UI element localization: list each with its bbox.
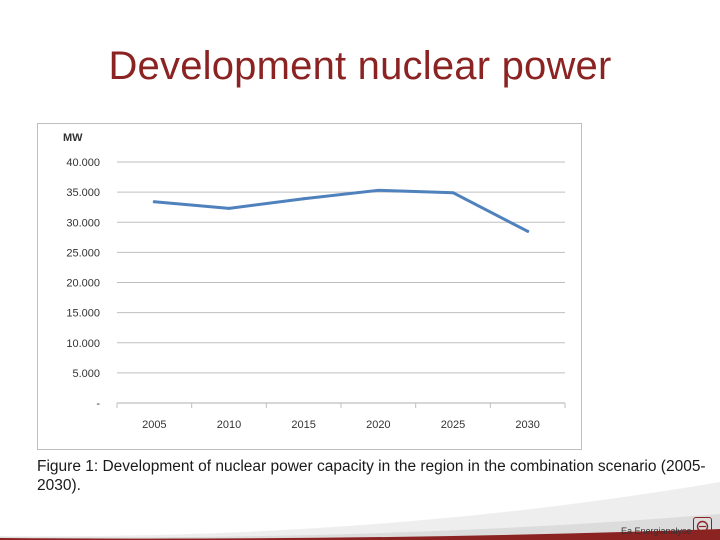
gridlines xyxy=(116,161,566,408)
footer-swoosh xyxy=(0,482,720,540)
x-tick-labels: 2005 2010 2015 2020 2025 2030 xyxy=(142,419,540,431)
x-tick-label: 2020 xyxy=(366,419,390,431)
y-tick-label: - xyxy=(96,398,100,410)
y-tick-label: 10.000 xyxy=(66,338,100,350)
data-point xyxy=(376,188,380,192)
data-point xyxy=(152,200,156,204)
x-tick-label: 2015 xyxy=(291,419,315,431)
footer-brand-text: Ea Energianalyse xyxy=(621,526,692,536)
x-tick-label: 2005 xyxy=(142,419,166,431)
y-tick-label: 25.000 xyxy=(66,247,100,259)
x-tick-label: 2030 xyxy=(515,419,539,431)
y-tick-labels: - 5.000 10.000 15.000 20.000 25.000 30.000 35.0… xyxy=(66,157,100,410)
slide-title: Development nuclear power xyxy=(108,44,612,88)
y-axis-unit-label: MW xyxy=(63,132,83,144)
y-tick-label: 30.000 xyxy=(66,217,100,229)
chart-area: MW - 5.000 10.000 15.000 20.000 25.000 30.000 3… xyxy=(37,123,582,450)
brand-logo-icon xyxy=(693,517,712,536)
figure-caption: Figure 1: Development of nuclear power c… xyxy=(37,458,706,494)
series-line xyxy=(152,188,530,233)
data-point xyxy=(526,229,530,233)
data-point xyxy=(451,191,455,195)
y-tick-label: 40.000 xyxy=(66,157,100,169)
y-tick-label: 35.000 xyxy=(66,187,100,199)
y-tick-label: 15.000 xyxy=(66,308,100,320)
y-tick-label: 20.000 xyxy=(66,278,100,290)
data-point xyxy=(227,206,231,210)
data-point xyxy=(302,197,306,201)
x-tick-label: 2025 xyxy=(441,419,465,431)
x-tick-label: 2010 xyxy=(217,419,241,431)
y-tick-label: 5.000 xyxy=(72,368,100,380)
series xyxy=(152,188,530,233)
line-chart: MW - 5.000 10.000 15.000 20.000 25.000 30.000 3… xyxy=(63,132,566,431)
